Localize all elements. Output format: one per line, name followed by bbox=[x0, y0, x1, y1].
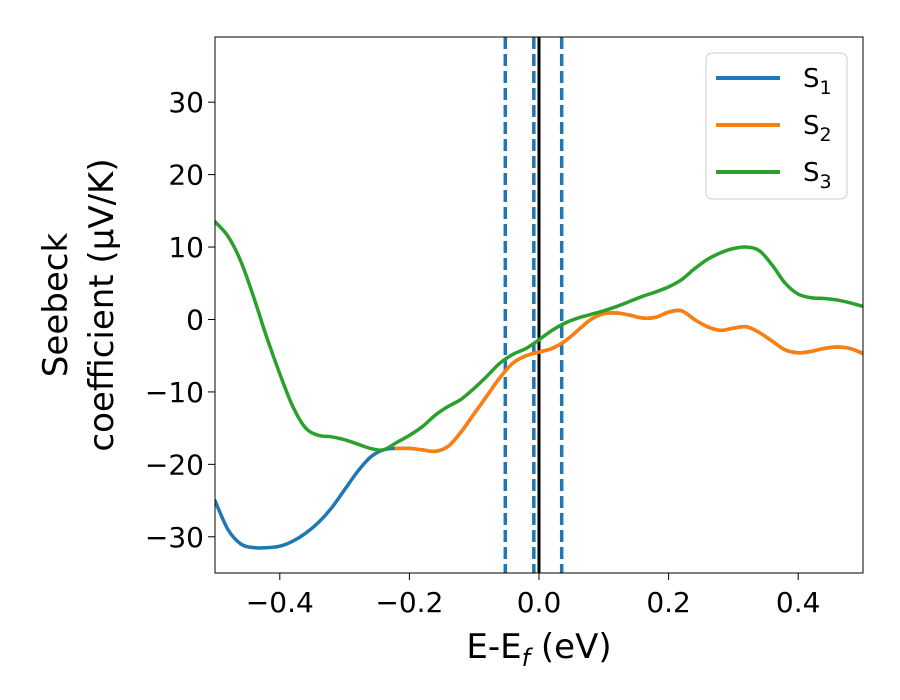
legend: S1 S2 S3 bbox=[705, 52, 848, 200]
legend-label-s2: S2 bbox=[803, 111, 832, 146]
y-tick-label: 0 bbox=[186, 303, 204, 336]
series-lines bbox=[215, 219, 863, 550]
y-tick-label: 10 bbox=[168, 231, 204, 264]
x-tick-label: 0.0 bbox=[517, 586, 562, 619]
y-tick-label: −30 bbox=[145, 521, 204, 554]
x-axis-ticks: −0.4 −0.2 0.0 0.2 0.4 bbox=[246, 573, 821, 619]
vertical-lines bbox=[503, 37, 564, 573]
y-tick-label: 20 bbox=[168, 159, 204, 192]
y-axis-label: Seebeck coefficient (μV/K) bbox=[36, 158, 122, 451]
series-line-s2 bbox=[394, 308, 863, 454]
y-tick-label: −10 bbox=[145, 376, 204, 409]
legend-label-s3: S3 bbox=[803, 158, 832, 193]
legend-label-s1: S1 bbox=[803, 64, 832, 99]
y-tick-label: −20 bbox=[145, 448, 204, 481]
x-tick-label: 0.4 bbox=[776, 586, 821, 619]
x-tick-label: −0.4 bbox=[246, 586, 314, 619]
y-tick-label: 30 bbox=[168, 86, 204, 119]
x-tick-label: −0.2 bbox=[375, 586, 443, 619]
y-axis-label-line2: coefficient (μV/K) bbox=[82, 158, 122, 451]
series-line-s3 bbox=[215, 219, 863, 452]
y-axis-label-line1: Seebeck bbox=[36, 233, 76, 378]
y-axis-ticks: −30 −20 −10 0 10 20 30 bbox=[145, 86, 215, 554]
x-tick-label: 0.2 bbox=[646, 586, 691, 619]
x-axis-label: E-Ef (eV) bbox=[466, 627, 611, 672]
